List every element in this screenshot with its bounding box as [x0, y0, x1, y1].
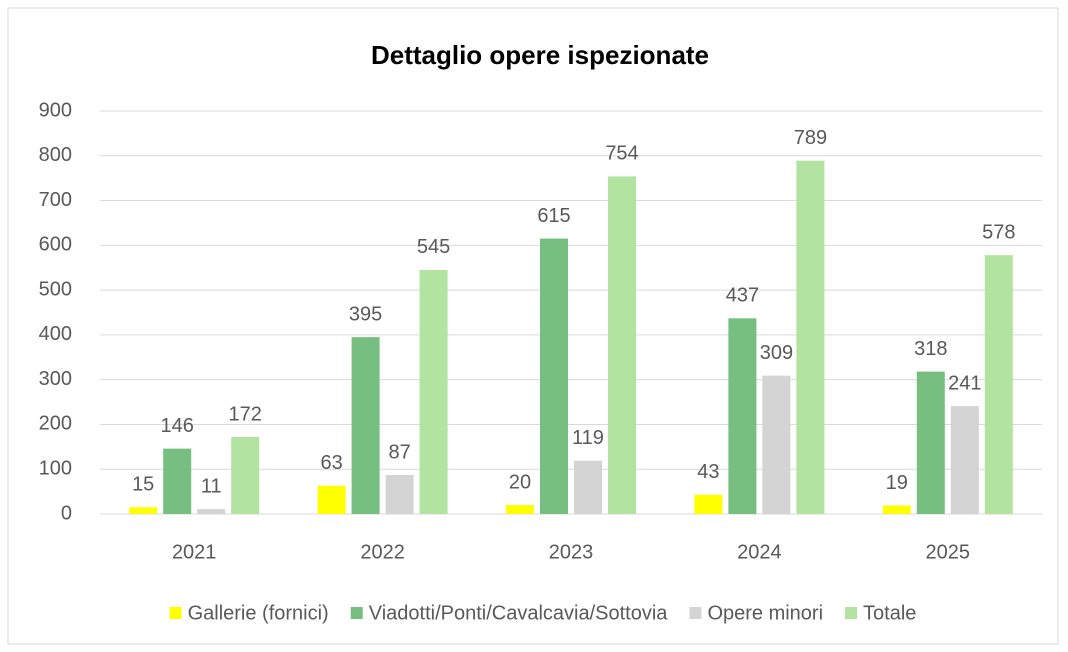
x-tick-label: 2021 [172, 541, 217, 563]
bar [916, 371, 945, 514]
bar [762, 375, 791, 514]
data-label: 545 [417, 236, 450, 258]
bar [419, 269, 448, 514]
bar [950, 406, 979, 514]
y-tick-label: 400 [39, 323, 72, 345]
data-label: 309 [760, 342, 793, 364]
data-label: 11 [201, 475, 222, 497]
legend-swatch [689, 607, 702, 619]
data-label: 789 [794, 127, 827, 149]
bar [197, 509, 226, 514]
y-tick-label: 500 [39, 278, 72, 300]
data-label: 43 [697, 461, 719, 483]
y-tick-label: 200 [39, 413, 72, 435]
bar [385, 475, 414, 514]
data-label: 172 [229, 403, 262, 425]
data-label: 754 [605, 143, 638, 165]
legend-label: Gallerie (fornici) [188, 602, 329, 624]
data-label: 63 [320, 452, 342, 474]
bar [506, 505, 534, 514]
data-label: 19 [886, 472, 908, 494]
x-tick-label: 2025 [926, 541, 971, 563]
bar [984, 255, 1013, 514]
bar [694, 494, 723, 514]
legend-swatch [350, 607, 363, 619]
data-label: 146 [161, 415, 194, 437]
data-label: 119 [572, 427, 604, 449]
y-tick-label: 600 [39, 234, 72, 256]
legend-swatch [169, 607, 182, 619]
bar [796, 160, 825, 514]
x-tick-label: 2022 [360, 541, 405, 563]
legend-label: Opere minori [707, 602, 823, 624]
y-tick-label: 300 [39, 368, 72, 390]
x-tick-label: 2023 [549, 541, 594, 563]
bar [351, 337, 380, 514]
bar [574, 460, 602, 514]
chart-frame [7, 7, 1059, 645]
data-label: 437 [726, 285, 759, 307]
y-tick-label: 0 [61, 502, 72, 524]
bar [608, 176, 636, 514]
data-label: 578 [982, 221, 1015, 243]
data-label: 20 [509, 471, 531, 493]
x-tick-label: 2024 [737, 541, 782, 563]
data-label: 318 [914, 338, 947, 360]
bar [163, 448, 192, 514]
bar [129, 507, 158, 514]
data-label: 241 [948, 372, 981, 394]
y-tick-label: 700 [39, 189, 72, 211]
y-tick-label: 100 [39, 458, 72, 480]
data-label: 395 [349, 303, 382, 325]
bar [540, 238, 568, 514]
legend-label: Viadotti/Ponti/Cavalcavia/Sottovia [369, 602, 669, 624]
data-label: 15 [132, 474, 154, 496]
data-label: 87 [388, 441, 410, 463]
chart-title: Dettaglio opere ispezionate [371, 40, 709, 70]
bar [231, 436, 260, 514]
bar [882, 505, 911, 514]
data-label: 615 [537, 205, 570, 227]
y-tick-label: 900 [39, 99, 72, 121]
y-tick-label: 800 [39, 144, 72, 166]
bar [728, 318, 757, 514]
legend-label: Totale [863, 602, 916, 624]
legend-swatch [845, 607, 858, 619]
bar [317, 485, 346, 514]
